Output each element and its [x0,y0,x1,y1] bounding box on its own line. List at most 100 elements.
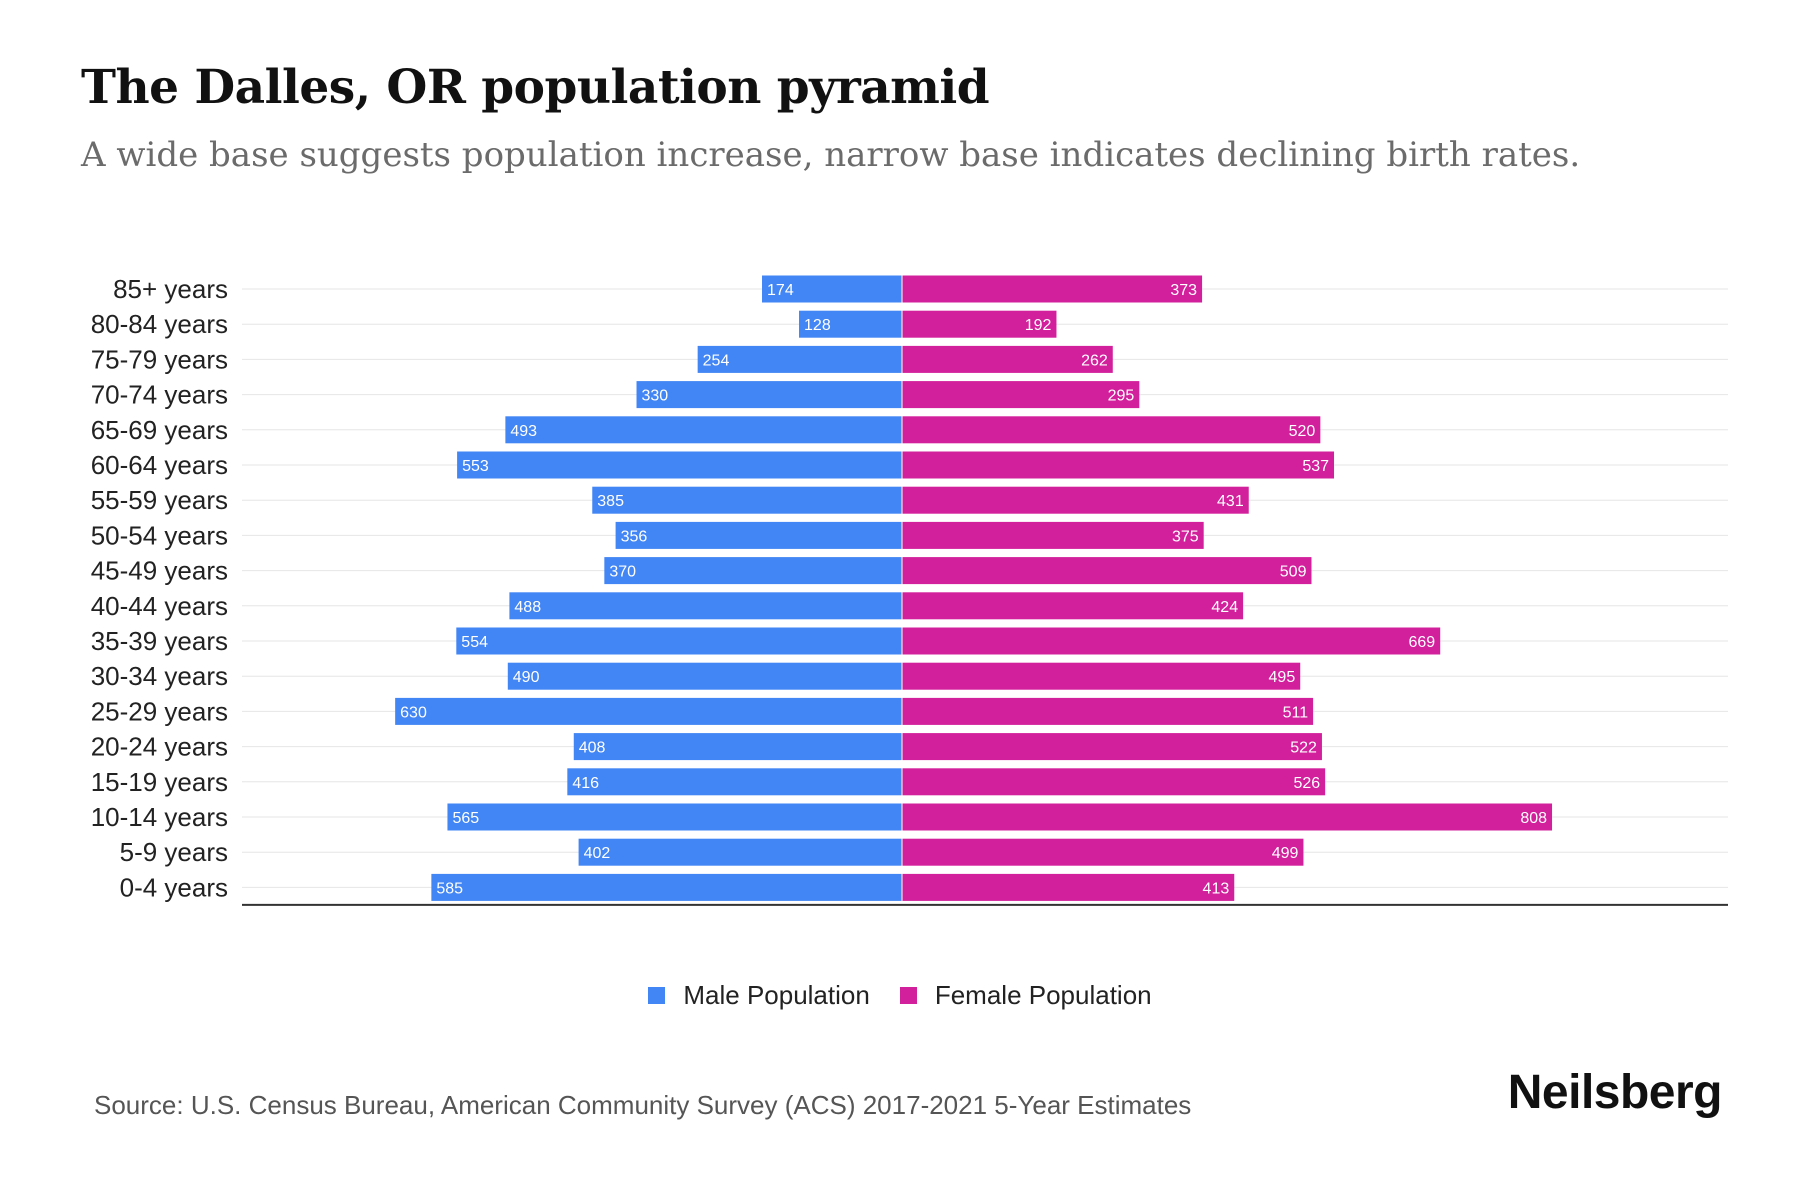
data-label-male: 416 [572,775,599,792]
data-label-female: 499 [1272,845,1299,862]
data-label-male: 330 [642,388,669,405]
chart-subtitle: A wide base suggests population increase… [81,135,1581,175]
brand-logo: Neilsberg [1507,1066,1723,1119]
data-label-female: 295 [1108,388,1135,405]
data-label-female: 522 [1290,740,1317,757]
bar-male-40-44-years [509,592,902,620]
data-label-male: 553 [462,458,489,475]
data-label-female: 808 [1520,810,1547,827]
data-label-female: 669 [1409,634,1436,651]
legend-swatch-female [899,987,917,1004]
data-label-female: 375 [1172,528,1199,545]
bar-female-60-64-years [902,451,1335,479]
y-tick-label: 45-49 years [91,556,228,586]
data-label-male: 630 [400,704,427,721]
bar-male-80-84-years [799,310,902,338]
bar-female-70-74-years [902,381,1140,409]
data-label-male: 565 [452,810,479,827]
data-label-male: 385 [597,493,624,510]
bar-male-70-74-years [636,381,902,409]
data-label-male: 254 [703,352,730,369]
bar-male-35-39-years [456,627,902,655]
data-label-male: 128 [804,317,831,334]
y-tick-label: 30-34 years [91,661,228,691]
chart-legend: Male Population Female Population [0,980,1800,1011]
bar-male-45-49-years [604,557,902,585]
bar-male-30-34-years [507,662,902,690]
data-label-male: 174 [767,282,794,299]
data-label-female: 495 [1269,669,1296,686]
bar-female-85-years [902,275,1203,303]
legend-swatch-male [648,987,666,1004]
y-tick-label: 15-19 years [91,767,228,797]
data-label-male: 554 [461,634,488,651]
bar-male-10-14-years [447,803,902,831]
y-tick-label: 25-29 years [91,696,228,726]
y-tick-label: 75-79 years [91,344,228,374]
source-note: Source: U.S. Census Bureau, American Com… [94,1090,1192,1120]
data-label-female: 537 [1302,458,1329,475]
data-label-female: 520 [1289,423,1316,440]
y-tick-label: 50-54 years [91,520,228,550]
legend-item-male: Male Population [648,980,870,1011]
y-tick-label: 5-9 years [120,837,228,867]
bar-female-0-4-years [902,873,1235,901]
bar-female-75-79-years [902,345,1113,373]
data-label-male: 402 [584,845,611,862]
bar-male-55-59-years [592,486,902,514]
y-tick-label: 40-44 years [91,591,228,621]
data-label-female: 413 [1203,880,1230,897]
legend-label-male: Male Population [683,980,870,1010]
bar-female-15-19-years [902,768,1326,796]
bar-male-50-54-years [615,521,902,549]
y-tick-label: 55-59 years [91,485,228,515]
data-label-female: 373 [1170,282,1197,299]
data-label-female: 526 [1293,775,1320,792]
bar-male-0-4-years [431,873,902,901]
bar-male-60-64-years [457,451,902,479]
bar-female-45-49-years [902,557,1312,585]
bar-male-25-29-years [395,697,902,725]
y-tick-label: 20-24 years [91,732,228,762]
data-label-female: 511 [1283,704,1309,721]
bar-female-25-29-years [902,697,1314,725]
chart-title: The Dalles, OR population pyramid [81,60,990,115]
bar-female-50-54-years [902,521,1204,549]
data-label-male: 490 [513,669,540,686]
y-tick-label: 65-69 years [91,415,228,445]
bar-female-40-44-years [902,592,1244,620]
bar-male-20-24-years [573,733,902,761]
y-tick-label: 35-39 years [91,626,228,656]
bar-male-15-19-years [567,768,902,796]
y-tick-label: 85+ years [113,274,228,304]
y-tick-label: 0-4 years [120,872,228,902]
data-label-male: 408 [579,740,606,757]
y-tick-label: 60-64 years [91,450,228,480]
y-tick-label: 10-14 years [91,802,228,832]
data-label-female: 509 [1280,564,1307,581]
bar-female-80-84-years [902,310,1057,338]
data-label-female: 431 [1217,493,1244,510]
y-tick-label: 70-74 years [91,380,228,410]
population-pyramid-chart: 85+ years 174 373 80-84 years 128 192 75-79 ye… [91,274,1728,906]
bar-female-55-59-years [902,486,1249,514]
data-label-female: 424 [1211,599,1238,616]
bar-female-30-34-years [902,662,1301,690]
legend-item-female: Female Population [899,980,1152,1011]
bar-male-65-69-years [505,416,902,444]
bar-male-75-79-years [697,345,902,373]
bar-male-5-9-years [578,838,902,866]
y-tick-label: 80-84 years [91,309,228,339]
data-label-male: 488 [514,599,541,616]
bar-female-10-14-years [902,803,1553,831]
data-label-male: 370 [609,564,636,581]
bar-female-35-39-years [902,627,1441,655]
bar-male-85-years [762,275,902,303]
legend-label-female: Female Population [934,980,1152,1010]
data-label-female: 192 [1025,317,1052,334]
bar-female-5-9-years [902,838,1304,866]
data-label-male: 585 [436,880,463,897]
data-label-male: 493 [510,423,537,440]
data-label-male: 356 [621,528,648,545]
bar-female-65-69-years [902,416,1321,444]
